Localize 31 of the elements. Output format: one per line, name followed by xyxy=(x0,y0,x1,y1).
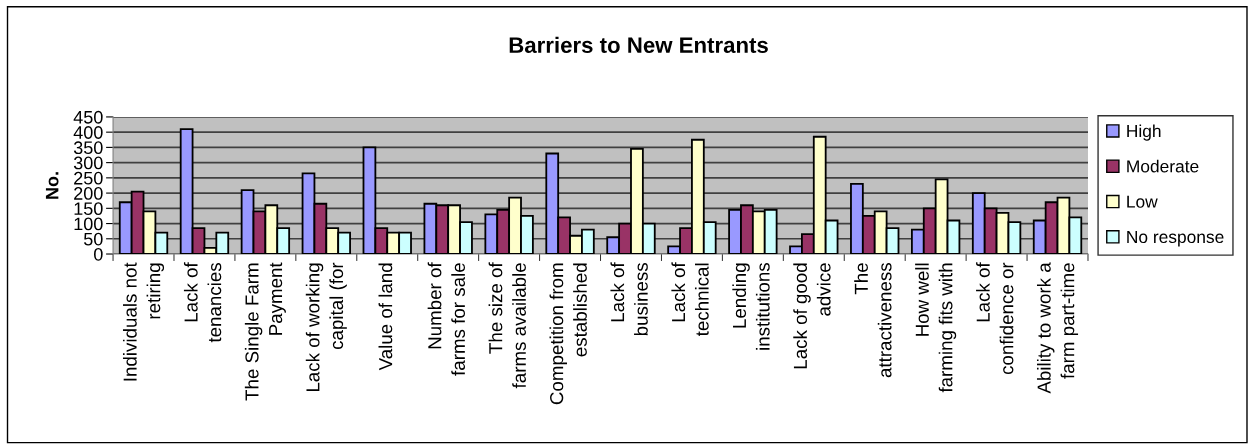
x-tick-label: Ability to work a farm part-time xyxy=(1036,262,1079,394)
x-tick-label: Lending institutions xyxy=(732,263,770,350)
x-tick-label: Lack of tenancies xyxy=(183,262,222,343)
x-tick-label: Lack of business xyxy=(610,262,648,336)
x-tick-label: Lack of good advice xyxy=(793,263,831,369)
legend-label: High xyxy=(1127,124,1161,141)
x-tick-label: Lack of technical xyxy=(671,262,709,337)
x-tick-label: Competition from established xyxy=(549,263,587,405)
y-tick-label: 100 xyxy=(74,217,103,231)
x-tick-label: Value of land xyxy=(378,263,393,371)
x-tick-label: Number of farms for sale xyxy=(427,262,466,376)
y-tick-label: 350 xyxy=(73,141,103,155)
legend-label: Low xyxy=(1127,195,1158,208)
x-tick-label: Lack of confidence or xyxy=(976,262,1014,375)
y-tick-label: 300 xyxy=(73,156,103,170)
y-tick-label: 450 xyxy=(73,110,103,124)
x-tick-label: The size of farms available xyxy=(488,262,526,389)
x-tick-label: How well farming fits with xyxy=(915,263,957,393)
y-tick-label: 150 xyxy=(74,202,103,216)
x-tick-label: Individuals not retiring xyxy=(122,262,165,381)
legend-label: Moderate xyxy=(1127,159,1199,173)
y-tick-label: 0 xyxy=(94,247,103,261)
y-tick-label: 50 xyxy=(83,232,103,246)
chart-title: Barriers to New Entrants xyxy=(509,36,768,54)
y-axis-title: No. xyxy=(45,172,59,199)
legend-label: No response xyxy=(1127,230,1224,247)
y-tick-label: 250 xyxy=(74,171,103,185)
y-tick-label: 400 xyxy=(73,126,103,139)
x-tick-label: Lack of working capital (for xyxy=(305,262,347,392)
x-tick-label: The Single Farm Payment xyxy=(244,262,286,401)
y-tick-label: 200 xyxy=(74,187,103,200)
